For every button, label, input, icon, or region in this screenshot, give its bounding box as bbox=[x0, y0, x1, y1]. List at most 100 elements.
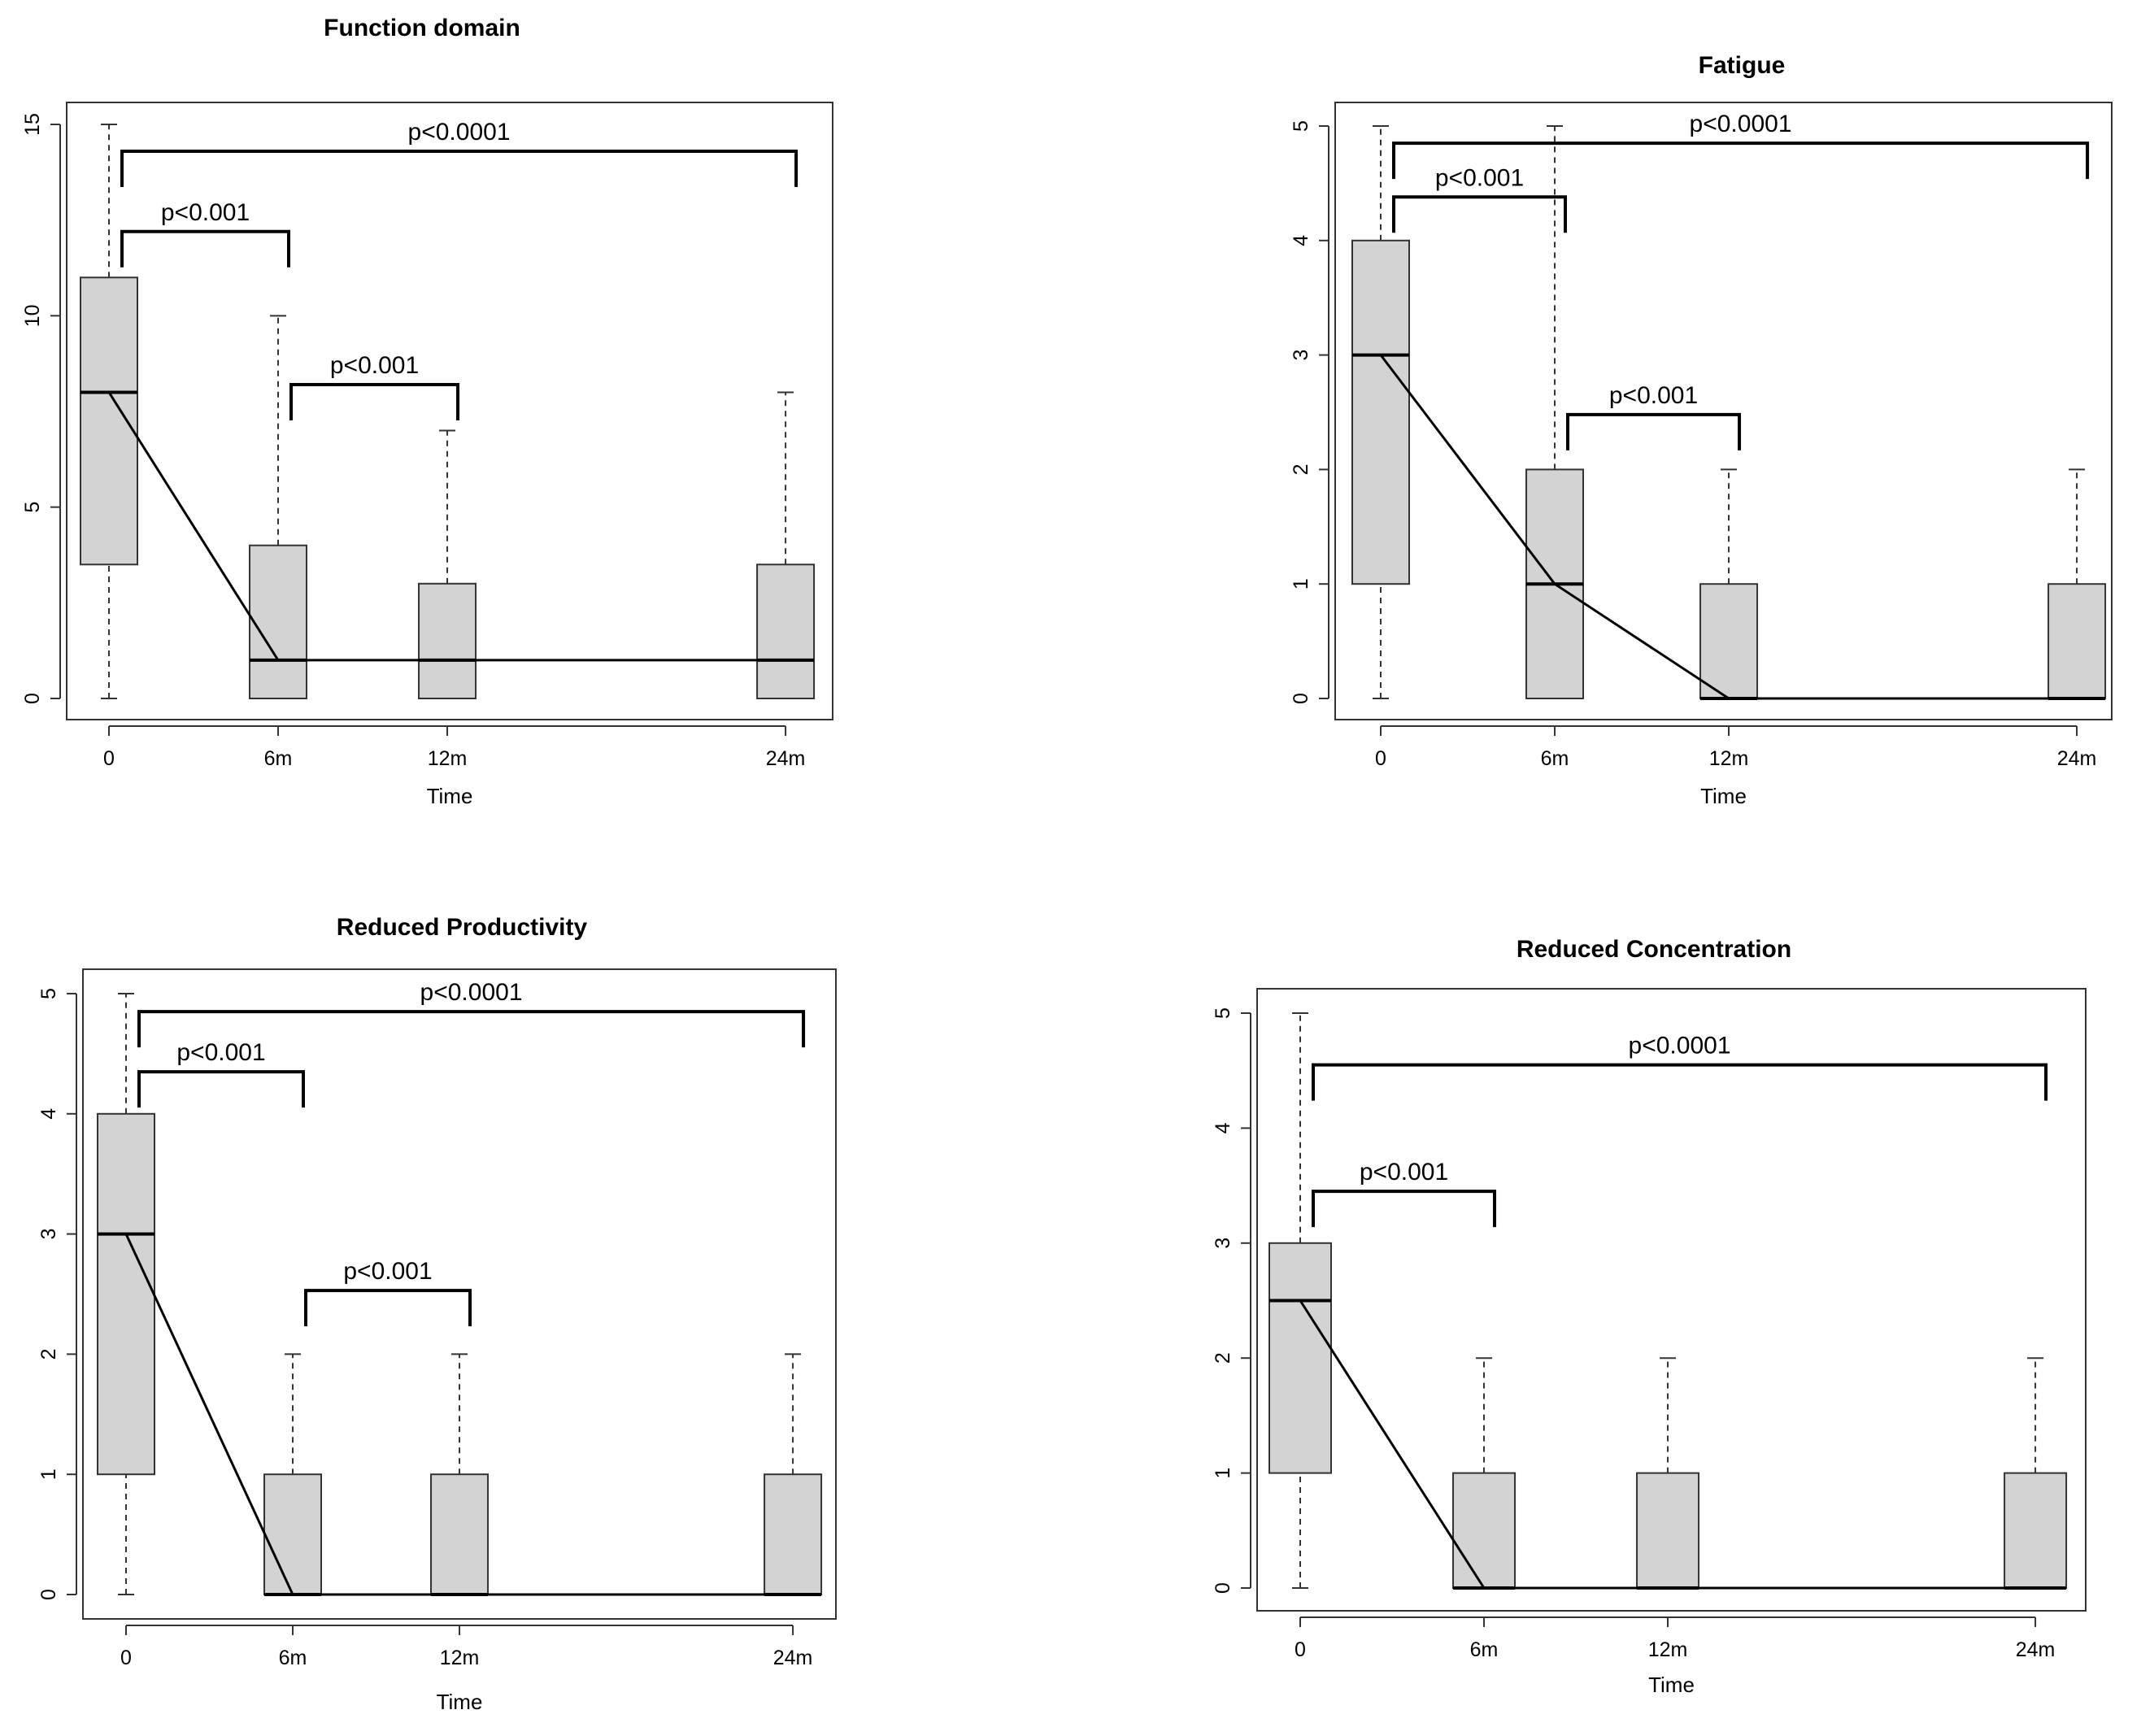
median-trend-line bbox=[1299, 1299, 2036, 1590]
x-tick-label: 24m bbox=[766, 747, 806, 770]
panel-function-domain: Function domain 0 5 10 15 0 6m 12m 24m Time p<0.00… bbox=[21, 15, 833, 808]
p-value-label: p<0.001 bbox=[1360, 1159, 1448, 1186]
iqr-box bbox=[1268, 1242, 1332, 1474]
y-tick-label: 2 bbox=[1212, 1352, 1234, 1364]
p-value-label: p<0.001 bbox=[330, 352, 419, 379]
bracket-line bbox=[120, 149, 799, 187]
x-tick-label: 24m bbox=[2016, 1638, 2056, 1661]
chart-title: Function domain bbox=[324, 15, 520, 41]
y-tick-label: 15 bbox=[21, 113, 44, 136]
x-tick-label: 6m bbox=[279, 1647, 307, 1669]
significance-bracket: p<0.001 bbox=[137, 1039, 306, 1108]
iqr-box bbox=[1351, 239, 1410, 585]
significance-bracket: p<0.0001 bbox=[120, 119, 799, 187]
x-tick-label: 6m bbox=[264, 747, 293, 770]
bracket-line bbox=[120, 229, 291, 268]
y-tick-label: 0 bbox=[1212, 1582, 1234, 1594]
iqr-box bbox=[756, 563, 816, 699]
x-axis-label: Time bbox=[437, 1690, 483, 1714]
chart-title: Reduced Productivity bbox=[337, 914, 588, 941]
y-tick-label: 5 bbox=[1290, 120, 1312, 132]
y-tick-label: 2 bbox=[1290, 463, 1312, 475]
box-24m bbox=[764, 1353, 823, 1596]
box-0 bbox=[1268, 1012, 1332, 1589]
box-12m bbox=[1699, 468, 1759, 700]
y-tick-label: 4 bbox=[1212, 1122, 1234, 1133]
significance-bracket: p<0.001 bbox=[120, 199, 291, 268]
box-0 bbox=[97, 993, 155, 1595]
iqr-box bbox=[80, 276, 138, 566]
y-tick-label: 3 bbox=[1290, 350, 1312, 361]
bracket-line bbox=[289, 383, 460, 421]
chart-title: Fatigue bbox=[1699, 52, 1786, 79]
box-0 bbox=[80, 124, 138, 699]
p-value-label: p<0.001 bbox=[176, 1039, 265, 1066]
iqr-box bbox=[97, 1112, 155, 1476]
x-axis-label: Time bbox=[1700, 784, 1747, 808]
x-tick-label: 6m bbox=[1541, 747, 1569, 770]
iqr-box bbox=[2004, 1472, 2068, 1589]
iqr-box bbox=[1636, 1472, 1700, 1589]
plot-frame bbox=[66, 102, 833, 720]
box-12m bbox=[430, 1353, 490, 1596]
y-tick-label: 1 bbox=[1290, 578, 1312, 590]
x-axis-label: Time bbox=[1648, 1673, 1695, 1697]
box-24m bbox=[756, 391, 816, 699]
bracket-line bbox=[1392, 141, 2090, 180]
p-value-label: p<0.001 bbox=[343, 1258, 432, 1285]
bracket-line bbox=[1566, 412, 1742, 450]
x-tick-label: 24m bbox=[773, 1647, 813, 1669]
plot-frame bbox=[82, 968, 837, 1620]
x-tick-label: 0 bbox=[1295, 1638, 1306, 1661]
median-trend-line bbox=[107, 391, 786, 662]
x-tick-label: 24m bbox=[2057, 747, 2097, 770]
y-tick-label: 1 bbox=[1212, 1468, 1234, 1479]
box-24m bbox=[2047, 468, 2107, 700]
iqr-box bbox=[1452, 1472, 1517, 1589]
x-tick-label: 12m bbox=[428, 747, 468, 770]
box-6m bbox=[1525, 125, 1585, 700]
box-6m bbox=[263, 1353, 323, 1596]
x-tick-label: 0 bbox=[1375, 747, 1386, 770]
x-tick-label: 12m bbox=[440, 1647, 480, 1669]
p-value-label: p<0.0001 bbox=[1629, 1033, 1731, 1059]
x-tick-label: 6m bbox=[1470, 1638, 1499, 1661]
y-tick-label: 5 bbox=[21, 502, 44, 513]
iqr-box bbox=[2047, 583, 2107, 700]
y-tick-label: 4 bbox=[1290, 235, 1312, 246]
x-tick-label: 12m bbox=[1709, 747, 1749, 770]
box-24m bbox=[2004, 1357, 2068, 1590]
y-tick-label: 0 bbox=[37, 1589, 60, 1600]
x-tick-label: 0 bbox=[103, 747, 115, 770]
bracket-line bbox=[1312, 1190, 1497, 1228]
y-tick-label: 5 bbox=[37, 988, 60, 999]
bracket-line bbox=[1392, 195, 1568, 233]
significance-bracket: p<0.0001 bbox=[1392, 111, 2090, 180]
y-tick-label: 10 bbox=[21, 304, 44, 327]
bracket-line bbox=[1312, 1063, 2048, 1101]
panel-reduced-productivity: Reduced Productivity 0 1 2 3 4 5 0 6m 12m 24m Time p… bbox=[37, 914, 837, 1714]
iqr-box bbox=[263, 1473, 323, 1595]
box-6m bbox=[249, 315, 308, 699]
y-tick-label: 1 bbox=[37, 1468, 60, 1480]
x-axis-label: Time bbox=[427, 784, 473, 808]
bracket-line bbox=[137, 1010, 806, 1048]
p-value-label: p<0.0001 bbox=[420, 979, 523, 1006]
y-tick-label: 2 bbox=[37, 1348, 60, 1360]
x-tick-label: 0 bbox=[120, 1647, 132, 1669]
p-value-label: p<0.0001 bbox=[408, 119, 511, 146]
significance-bracket: p<0.0001 bbox=[1312, 1033, 2048, 1101]
iqr-box bbox=[1699, 583, 1759, 700]
bracket-line bbox=[137, 1070, 306, 1108]
y-tick-label: 0 bbox=[21, 693, 44, 704]
significance-bracket: p<0.001 bbox=[304, 1258, 472, 1327]
plot-frame bbox=[1334, 102, 2113, 720]
significance-bracket: p<0.0001 bbox=[137, 979, 806, 1048]
p-value-label: p<0.001 bbox=[161, 199, 250, 226]
iqr-box bbox=[764, 1473, 823, 1595]
significance-bracket: p<0.001 bbox=[289, 352, 460, 421]
significance-bracket: p<0.001 bbox=[1566, 382, 1742, 450]
box-12m bbox=[418, 429, 477, 699]
bracket-line bbox=[304, 1289, 472, 1327]
significance-bracket: p<0.001 bbox=[1392, 164, 1568, 233]
